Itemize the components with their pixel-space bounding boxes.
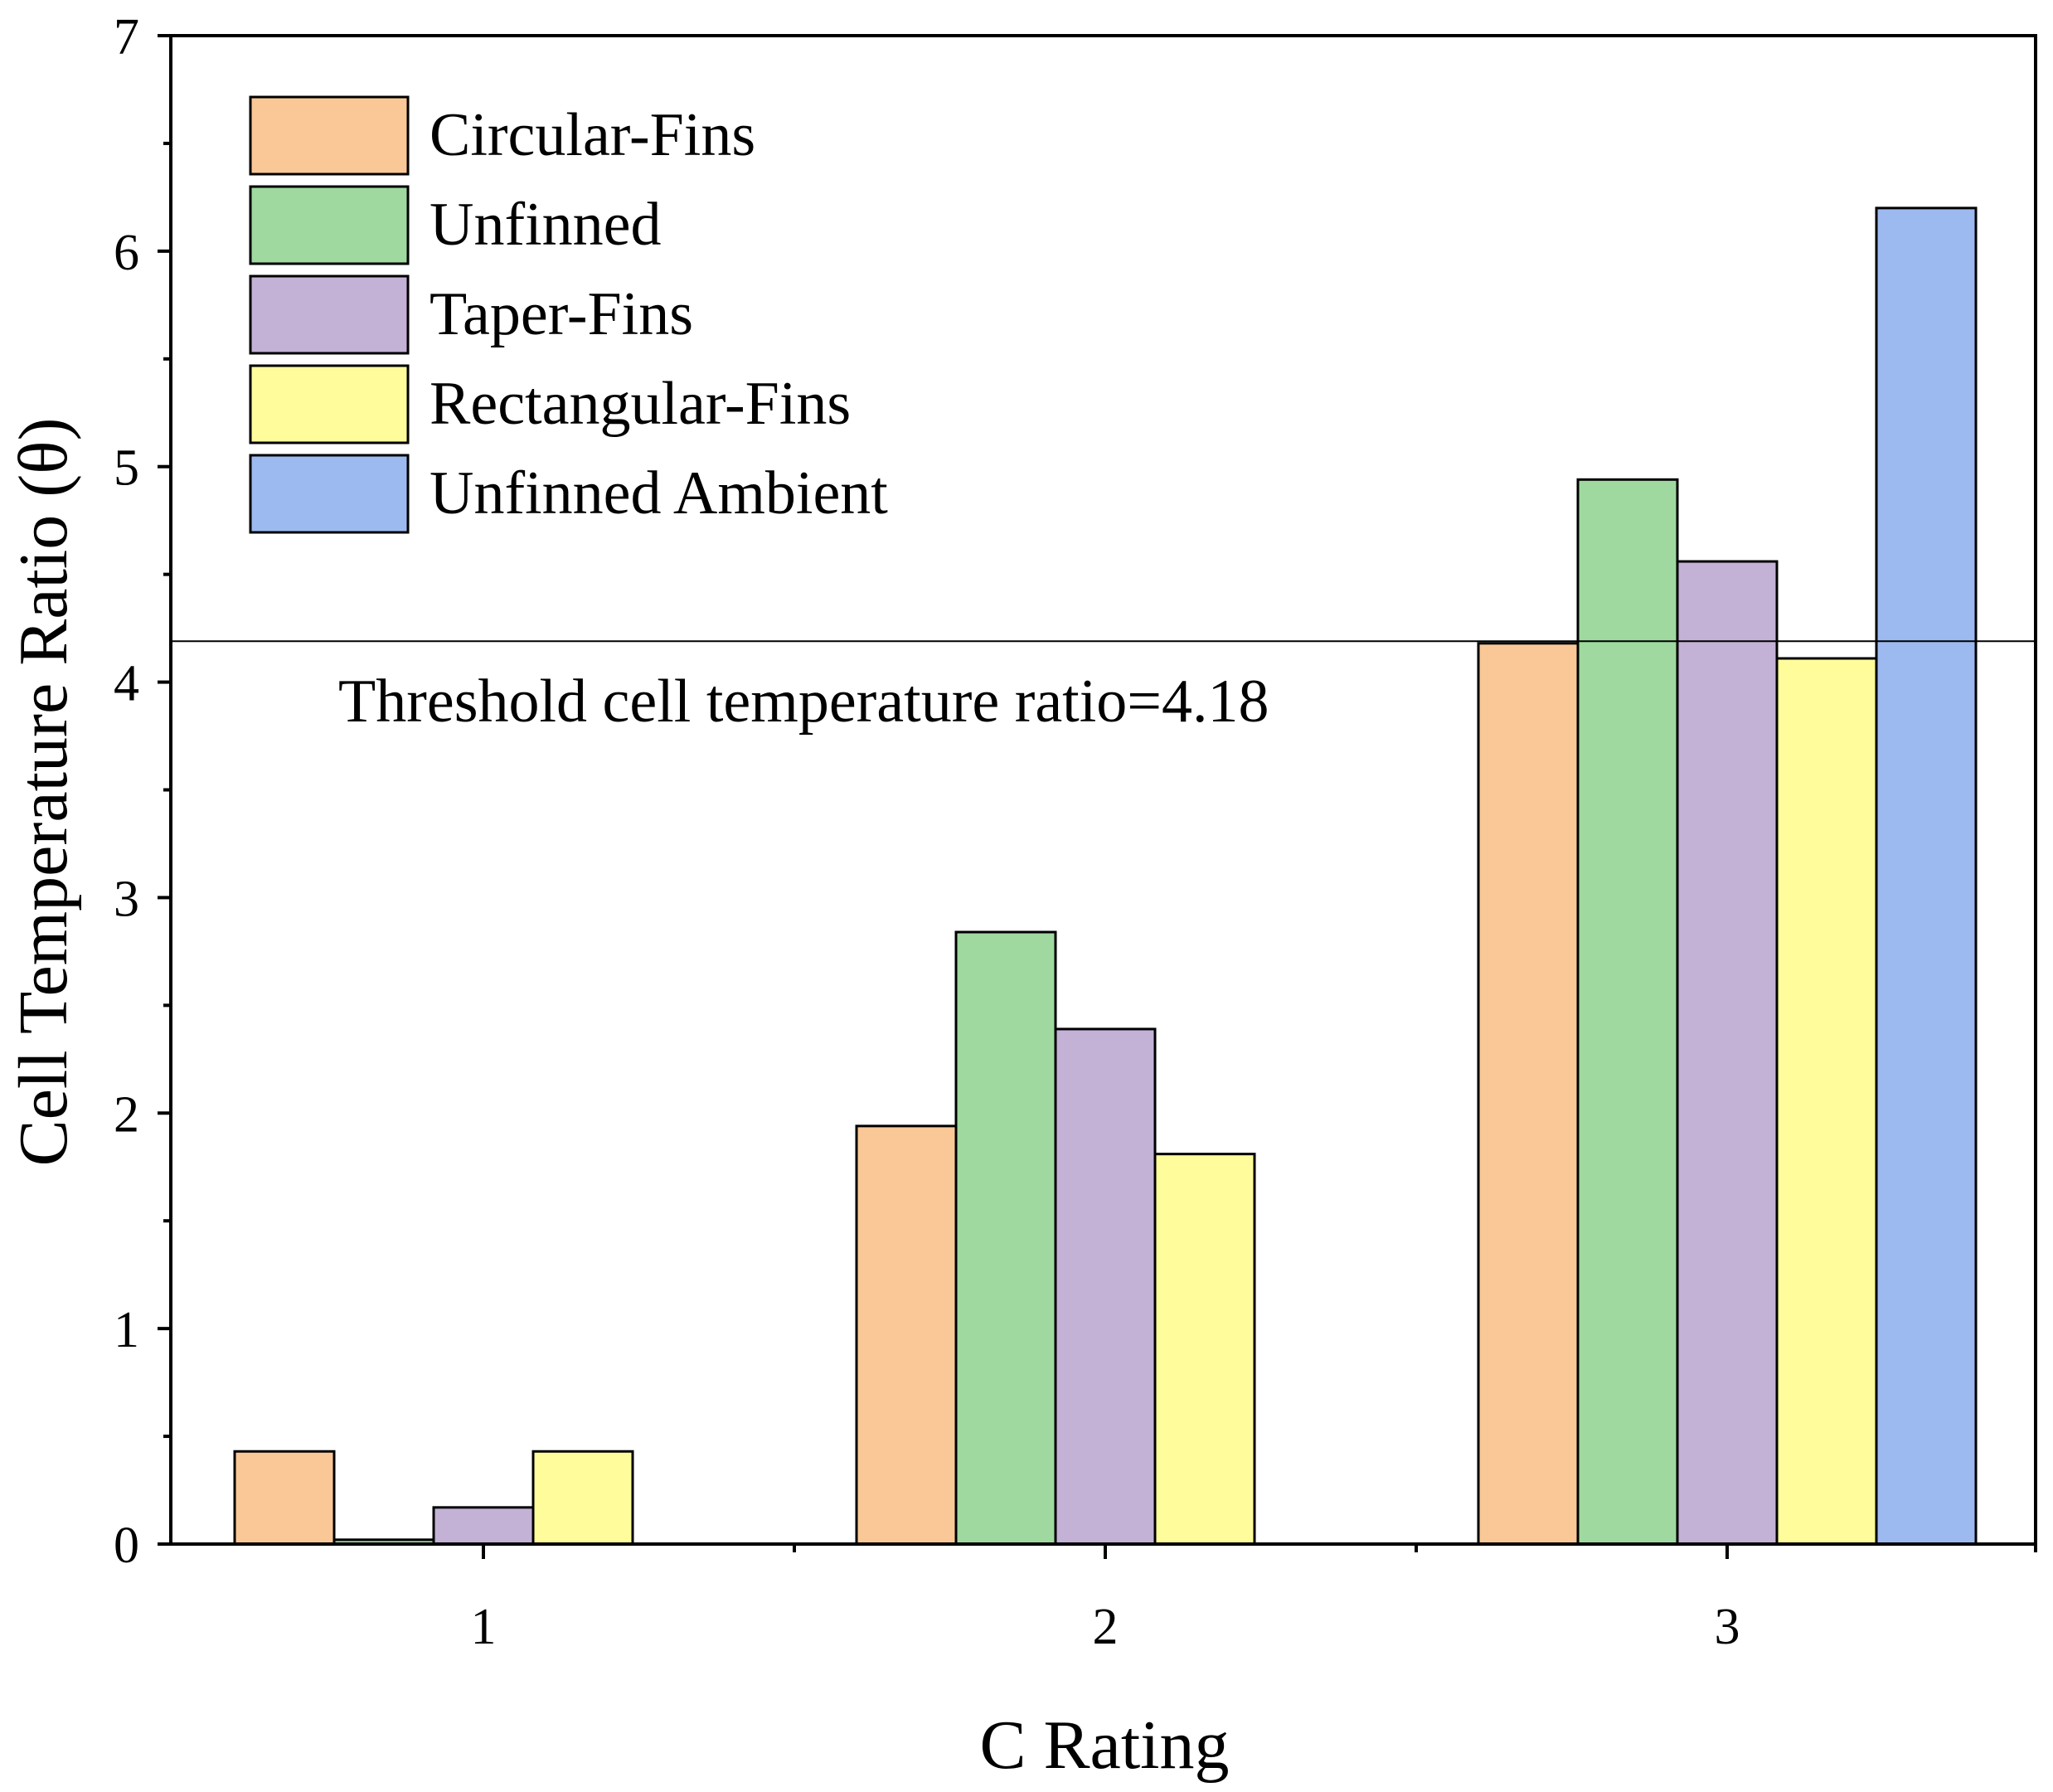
legend-swatch-unfinned-ambient [249, 454, 410, 534]
legend-swatch-unfinned [249, 185, 410, 265]
bar-rectangular-fins-c2 [1153, 1153, 1256, 1546]
x-tick-labels: 1 2 3 [471, 1599, 1740, 1655]
y-tick-labels: 0 1 2 3 4 5 6 7 [114, 9, 139, 1574]
y-tick-label: 2 [114, 1086, 139, 1143]
bar-rectangular-fins-c3 [1775, 657, 1878, 1546]
legend-label: Unfinned [430, 191, 662, 259]
y-tick-label: 6 [114, 225, 139, 281]
threshold-annotation: Threshold cell temperature ratio=4.18 [338, 668, 1269, 736]
x-tick-label: 1 [471, 1599, 497, 1655]
bar-taper-fins-c2 [1054, 1027, 1157, 1546]
y-tick-label: 1 [114, 1302, 139, 1358]
bars [233, 206, 1978, 1546]
legend-label: Circular-Fins [430, 101, 755, 169]
bar-rectangular-fins-c1 [531, 1450, 634, 1546]
bar-circular-fins-c3 [1477, 642, 1580, 1546]
legend-label: Unfinned Ambient [430, 459, 888, 527]
bar-unfinned-ambient-c3 [1875, 206, 1978, 1546]
y-tick-label: 7 [114, 9, 139, 66]
bar-unfinned-c3 [1576, 478, 1679, 1546]
axes [158, 34, 2037, 1559]
bar-unfinned-c2 [954, 930, 1057, 1546]
x-tick-label: 3 [1715, 1599, 1740, 1655]
legend-label: Taper-Fins [430, 280, 693, 348]
y-axis-title: Cell Temperature Ratio (θ) [5, 418, 82, 1167]
legend: Circular-Fins Unfinned Taper-Fins Rectangul… [249, 95, 888, 534]
legend-label: Rectangular-Fins [430, 370, 851, 438]
legend-swatch-rectangular-fins [249, 364, 410, 444]
bar-circular-fins-c2 [855, 1124, 958, 1546]
bar-taper-fins-c3 [1676, 560, 1779, 1546]
legend-swatch-taper-fins [249, 274, 410, 355]
y-tick-label: 3 [114, 871, 139, 927]
bar-taper-fins-c1 [432, 1506, 535, 1546]
legend-swatch-circular-fins [249, 95, 410, 176]
bar-circular-fins-c1 [233, 1450, 336, 1546]
x-axis-title: C Rating [979, 1707, 1229, 1784]
y-tick-label: 0 [114, 1518, 139, 1574]
y-tick-label: 4 [114, 656, 139, 712]
y-tick-label: 5 [114, 440, 139, 497]
x-tick-label: 2 [1093, 1599, 1119, 1655]
